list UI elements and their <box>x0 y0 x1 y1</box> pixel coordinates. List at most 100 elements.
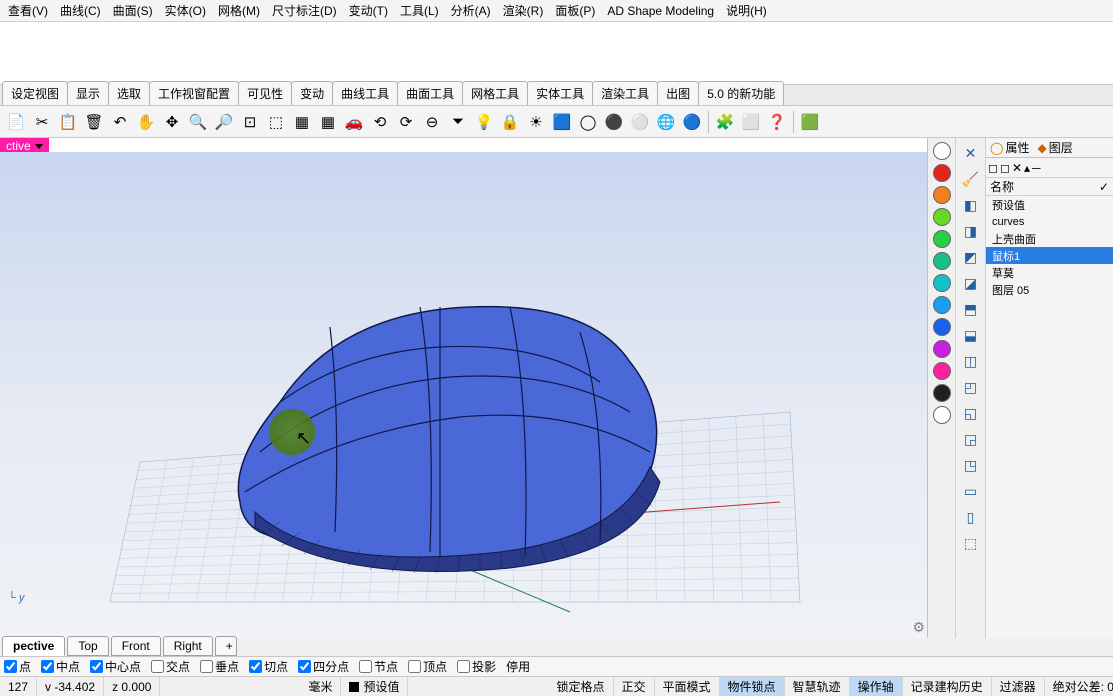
toolbar-tab[interactable]: 曲面工具 <box>397 81 463 105</box>
panel-tool-icon[interactable]: ▭ <box>960 480 982 502</box>
toolbar-button[interactable]: ▦ <box>316 110 340 134</box>
toolbar-button[interactable]: ⏷ <box>446 110 470 134</box>
color-swatch[interactable] <box>933 208 951 226</box>
toolbar-button[interactable]: ☀ <box>524 110 548 134</box>
toolbar-button[interactable]: 🟦 <box>550 110 574 134</box>
panel-tool-icon[interactable]: ◳ <box>960 454 982 476</box>
color-swatch[interactable] <box>933 318 951 336</box>
new-sublayer-icon[interactable]: ◻ <box>1000 161 1010 175</box>
status-toggle[interactable]: 平面模式 <box>655 677 720 696</box>
toolbar-tab[interactable]: 渲染工具 <box>592 81 658 105</box>
panel-tool-icon[interactable]: 🧹 <box>960 168 982 190</box>
menu-item[interactable]: 曲线(C) <box>54 0 107 21</box>
color-swatch[interactable] <box>933 384 951 402</box>
perspective-viewport[interactable]: ↖ └ y ⚙ <box>0 152 927 638</box>
menu-item[interactable]: 查看(V) <box>2 0 54 21</box>
toolbar-button[interactable]: 🔒 <box>498 110 522 134</box>
osnap-option[interactable]: 垂点 <box>200 658 239 675</box>
panel-tool-icon[interactable]: ◰ <box>960 376 982 398</box>
toolbar-button[interactable]: ⟳ <box>394 110 418 134</box>
status-toggle[interactable]: 物件锁点 <box>720 677 785 696</box>
toolbar-button[interactable]: 🔍 <box>186 110 210 134</box>
status-layer[interactable]: 预设值 <box>341 677 408 696</box>
toolbar-button[interactable]: 🔎 <box>212 110 236 134</box>
down-icon[interactable]: ─ <box>1032 161 1041 175</box>
panel-tool-icon[interactable]: ◨ <box>960 220 982 242</box>
toolbar-tab[interactable]: 设定视图 <box>2 81 68 105</box>
panel-tool-icon[interactable]: ▯ <box>960 506 982 528</box>
status-toggle[interactable]: 正交 <box>614 677 655 696</box>
layer-row[interactable]: 鼠标1 <box>986 247 1113 264</box>
toolbar-button[interactable]: 🗑 <box>82 110 106 134</box>
menu-item[interactable]: 网格(M) <box>212 0 266 21</box>
status-toggle[interactable]: 过滤器 <box>992 677 1045 696</box>
toolbar-button[interactable]: 📋 <box>56 110 80 134</box>
delete-icon[interactable]: ✕ <box>1012 161 1022 175</box>
new-layer-icon[interactable]: ◻ <box>988 161 998 175</box>
toolbar-tab[interactable]: 工作视窗配置 <box>149 81 239 105</box>
viewport-tab[interactable]: pective <box>2 636 65 656</box>
tab-layers[interactable]: ◆图层 <box>1033 138 1076 157</box>
layer-row[interactable]: 草莫 <box>986 264 1113 281</box>
layer-row[interactable]: 图层 05 <box>986 281 1113 298</box>
layer-row[interactable]: 预设值 <box>986 196 1113 213</box>
add-viewport-tab[interactable]: + <box>215 636 237 656</box>
color-swatch[interactable] <box>933 164 951 182</box>
toolbar-button[interactable]: ❓ <box>765 110 789 134</box>
color-swatch[interactable] <box>933 274 951 292</box>
color-swatch[interactable] <box>933 340 951 358</box>
osnap-option[interactable]: 节点 <box>359 658 398 675</box>
status-unit[interactable]: 毫米 <box>300 677 341 696</box>
osnap-option[interactable]: 中点 <box>41 658 80 675</box>
color-swatch[interactable] <box>933 186 951 204</box>
menu-item[interactable]: 变动(T) <box>343 0 394 21</box>
toolbar-tab[interactable]: 可见性 <box>238 81 292 105</box>
panel-tool-icon[interactable]: ✕ <box>960 142 982 164</box>
status-toggle[interactable]: 锁定格点 <box>548 677 613 696</box>
toolbar-button[interactable]: ⊡ <box>238 110 262 134</box>
toolbar-button[interactable]: 📄 <box>4 110 28 134</box>
panel-tool-icon[interactable]: ⬓ <box>960 324 982 346</box>
color-swatch[interactable] <box>933 142 951 160</box>
osnap-option[interactable]: 中心点 <box>90 658 141 675</box>
panel-tool-icon[interactable]: ◧ <box>960 194 982 216</box>
osnap-option[interactable]: 顶点 <box>408 658 447 675</box>
panel-tool-icon[interactable]: ◪ <box>960 272 982 294</box>
toolbar-button[interactable]: ↶ <box>108 110 132 134</box>
toolbar-button[interactable]: ◯ <box>576 110 600 134</box>
panel-tool-icon[interactable]: ⬒ <box>960 298 982 320</box>
toolbar-tab[interactable]: 网格工具 <box>462 81 528 105</box>
toolbar-button[interactable]: ✥ <box>160 110 184 134</box>
toolbar-button[interactable]: 🔵 <box>680 110 704 134</box>
menu-item[interactable]: 工具(L) <box>394 0 445 21</box>
panel-tool-icon[interactable]: ◱ <box>960 402 982 424</box>
toolbar-tab[interactable]: 实体工具 <box>527 81 593 105</box>
menu-item[interactable]: 尺寸标注(D) <box>266 0 343 21</box>
menu-item[interactable]: 实体(O) <box>159 0 212 21</box>
color-swatch[interactable] <box>933 406 951 424</box>
viewport-tab[interactable]: Right <box>163 636 213 656</box>
toolbar-tab[interactable]: 选取 <box>108 81 150 105</box>
color-swatch[interactable] <box>933 230 951 248</box>
osnap-option[interactable]: 切点 <box>249 658 288 675</box>
menu-item[interactable]: 分析(A) <box>445 0 497 21</box>
status-toggle[interactable]: 智慧轨迹 <box>785 677 850 696</box>
menu-item[interactable]: 渲染(R) <box>497 0 550 21</box>
color-swatch[interactable] <box>933 252 951 270</box>
toolbar-button[interactable]: ⟲ <box>368 110 392 134</box>
toolbar-button[interactable]: 💡 <box>472 110 496 134</box>
toolbar-tab[interactable]: 显示 <box>67 81 109 105</box>
color-swatch[interactable] <box>933 296 951 314</box>
menu-item[interactable]: 面板(P) <box>549 0 601 21</box>
layer-row[interactable]: curves <box>986 213 1113 230</box>
toolbar-tab[interactable]: 曲线工具 <box>332 81 398 105</box>
osnap-option[interactable]: 交点 <box>151 658 190 675</box>
status-toggle[interactable]: 记录建构历史 <box>903 677 992 696</box>
panel-tool-icon[interactable]: ◩ <box>960 246 982 268</box>
toolbar-button[interactable]: ⬜ <box>739 110 763 134</box>
layer-row[interactable]: 上壳曲面 <box>986 230 1113 247</box>
toolbar-button[interactable]: 🌐 <box>654 110 678 134</box>
toolbar-button[interactable]: 🚗 <box>342 110 366 134</box>
panel-tool-icon[interactable]: ◲ <box>960 428 982 450</box>
toolbar-tab[interactable]: 5.0 的新功能 <box>698 81 784 105</box>
